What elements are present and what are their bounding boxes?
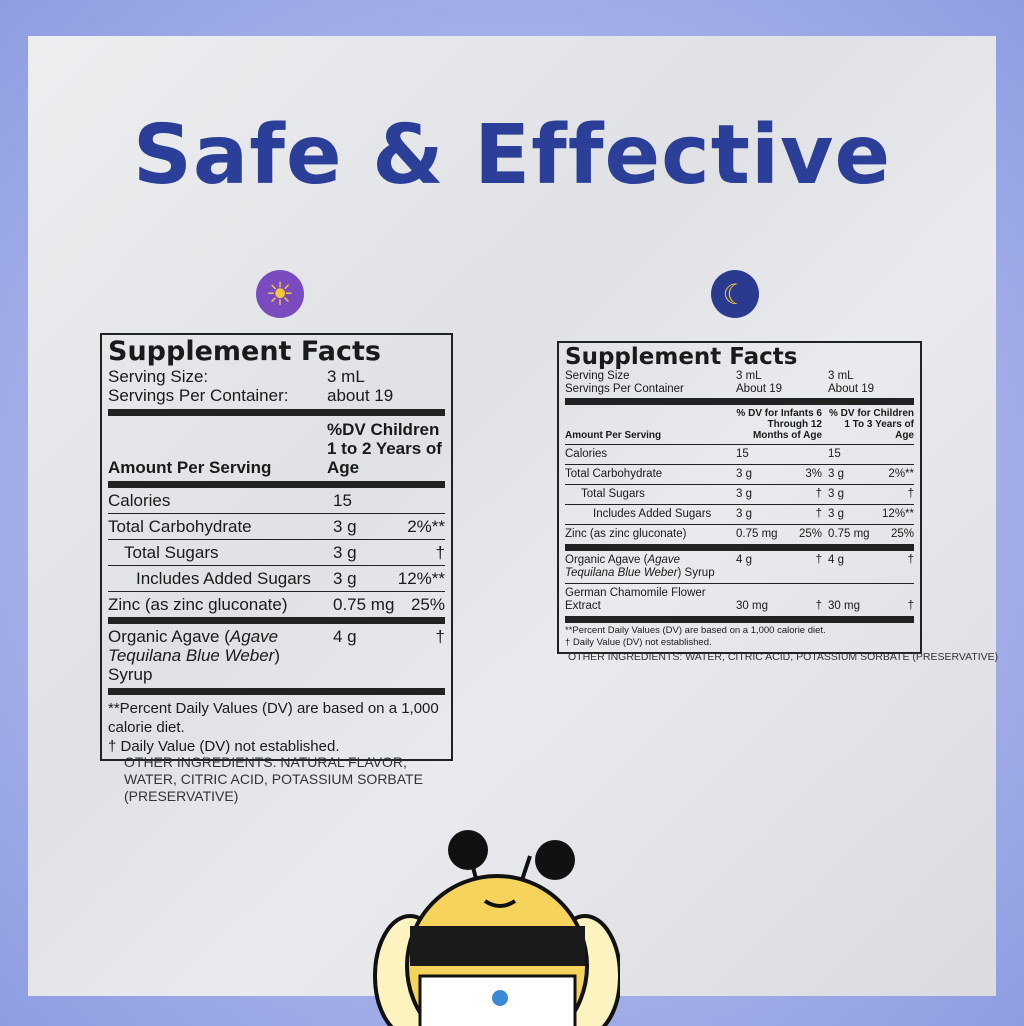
col1-header: % DV for Infants 6 Through 12 Months of … xyxy=(736,408,822,441)
nutrient-name: Total Carbohydrate xyxy=(565,468,663,480)
nutrient-row: Total Carbohydrate 3 g 3% 3 g 2%** xyxy=(565,465,914,485)
col2-header: % DV for Children 1 To 3 Years of Age xyxy=(828,408,914,441)
nutrient-name: Total Sugars xyxy=(581,488,645,500)
amount-label: Amount Per Serving xyxy=(565,430,662,441)
infant-amount: 3 g xyxy=(736,508,752,520)
footnote-dv: **Percent Daily Values (DV) are based on… xyxy=(565,625,826,636)
nutrient-row: Includes Added Sugars 3 g 12%** xyxy=(108,566,445,592)
child-amount: 3 g xyxy=(828,488,844,500)
footnote-dv: **Percent Daily Values (DV) are based on… xyxy=(108,700,439,736)
nutrient-row: Calories 15 15 xyxy=(565,445,914,465)
footnote-dagger: † Daily Value (DV) not established. xyxy=(565,637,712,648)
child-amount: 3 g xyxy=(828,508,844,520)
footnote-dagger: † Daily Value (DV) not established. xyxy=(108,738,340,755)
servings: about 19 xyxy=(327,386,394,405)
supplement-facts-night: Supplement Facts Serving Size Servings Pe… xyxy=(557,341,922,654)
nutrient-name: Total Sugars xyxy=(124,543,219,562)
nutrient-name: Includes Added Sugars xyxy=(593,508,712,520)
child-dv: 2%** xyxy=(888,468,914,480)
facts-heading: Supplement Facts xyxy=(565,344,798,370)
serving-size-label: Serving Size: xyxy=(108,367,209,386)
child-amount: 15 xyxy=(828,448,841,460)
other-ingredients-night: OTHER INGREDIENTS: WATER, CITRIC ACID, P… xyxy=(568,651,999,663)
infant-dv: 25% xyxy=(798,528,822,540)
infant-amount: 0.75 mg xyxy=(736,528,778,540)
marble-panel xyxy=(28,36,996,996)
amount: 15 xyxy=(333,491,352,510)
nutrient-row: Zinc (as zinc gluconate) 0.75 mg 25% xyxy=(108,592,445,624)
other-ingredients-day: OTHER INGREDIENTS: NATURAL FLAVOR, WATER… xyxy=(124,754,423,804)
supplement-facts-day: Supplement Facts Serving Size: Servings P… xyxy=(100,333,453,761)
infant-dv: † xyxy=(815,488,822,500)
infant-dv: † xyxy=(815,508,822,520)
amount: 0.75 mg xyxy=(333,595,395,614)
infant-amount: 3 g xyxy=(736,468,752,480)
facts-heading: Supplement Facts xyxy=(108,336,381,367)
child-amount: 0.75 mg xyxy=(828,528,870,540)
amount-label: Amount Per Serving xyxy=(108,458,272,477)
nutrient-name: Includes Added Sugars xyxy=(136,569,311,588)
dv-header: %DV Children 1 to 2 Years of Age xyxy=(327,420,442,477)
nutrient-name: Calories xyxy=(108,491,171,510)
col1-size: 3 mL xyxy=(736,370,762,382)
col2-size: 3 mL xyxy=(828,370,854,382)
nutrient-row: Includes Added Sugars 3 g † 3 g 12%** xyxy=(565,505,914,525)
nutrient-name: Calories xyxy=(565,448,608,460)
agave-name: Organic Agave (Agave Tequilana Blue Webe… xyxy=(108,627,281,684)
daily-value: † xyxy=(435,543,445,562)
infant-dv: 3% xyxy=(805,468,822,480)
child-dv: 12%** xyxy=(882,508,914,520)
nutrient-name: Zinc (as zinc gluconate) xyxy=(565,528,687,540)
servings-label: Servings Per Container: xyxy=(108,386,289,405)
nutrient-row: Total Sugars 3 g † xyxy=(108,540,445,566)
nutrient-name: Total Carbohydrate xyxy=(108,517,252,536)
col1-servings: About 19 xyxy=(736,383,783,395)
col2-servings: About 19 xyxy=(828,383,875,395)
infant-amount: 15 xyxy=(736,448,749,460)
daily-value: 25% xyxy=(410,595,445,614)
page-title: Safe & Effective xyxy=(132,108,892,203)
amount: 3 g xyxy=(333,517,357,536)
chamomile-name: German Chamomile Flower Extract xyxy=(565,587,706,612)
serving-size: 3 mL xyxy=(327,367,365,386)
sun-icon: ☀ xyxy=(256,270,304,318)
amount: 3 g xyxy=(333,543,357,562)
bee-mascot xyxy=(373,830,620,1026)
nutrient-row: Zinc (as zinc gluconate) 0.75 mg 25% 0.75 m… xyxy=(565,525,914,551)
nutrient-row: Total Carbohydrate 3 g 2%** xyxy=(108,514,445,540)
servings-label: Servings Per Container xyxy=(565,383,684,395)
moon-icon: ☾ xyxy=(711,270,759,318)
daily-value: 12%** xyxy=(397,569,445,588)
nutrient-row: Calories 15 xyxy=(108,488,445,514)
child-dv: 25% xyxy=(890,528,914,540)
nutrient-row: Total Sugars 3 g † 3 g † xyxy=(565,485,914,505)
child-amount: 3 g xyxy=(828,468,844,480)
nutrient-name: Zinc (as zinc gluconate) xyxy=(108,595,288,614)
agave-name: Organic Agave (Agave Tequilana Blue Webe… xyxy=(565,554,715,579)
infant-amount: 3 g xyxy=(736,488,752,500)
serving-size-label: Serving Size xyxy=(565,370,630,382)
amount: 3 g xyxy=(333,569,357,588)
child-dv: † xyxy=(907,488,914,500)
daily-value: 2%** xyxy=(407,517,445,536)
